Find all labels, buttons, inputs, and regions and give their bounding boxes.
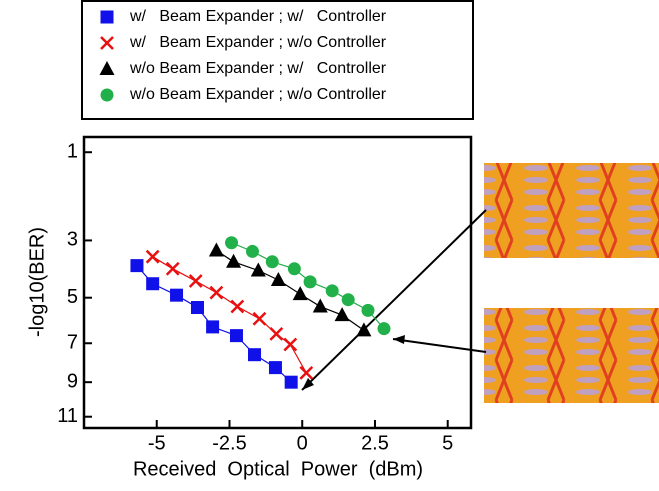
marker — [209, 242, 224, 256]
marker — [230, 329, 243, 342]
series-line — [153, 257, 307, 373]
x-tick-label: -5 — [148, 432, 166, 454]
y-tick-label: 1 — [67, 141, 78, 163]
marker — [251, 263, 266, 277]
marker — [300, 367, 312, 379]
marker — [361, 304, 374, 317]
marker — [285, 376, 298, 389]
marker — [326, 284, 339, 297]
legend-label: w/ Beam Expander ; w/ Controller — [129, 8, 387, 25]
marker — [167, 263, 179, 275]
marker — [246, 245, 259, 258]
y-tick-label: 9 — [67, 370, 78, 392]
marker — [342, 293, 355, 306]
marker — [231, 301, 243, 313]
marker — [304, 275, 317, 288]
legend-marker — [101, 37, 113, 49]
chart: Received Optical Power (dBm) -log10(BER)… — [0, 0, 659, 491]
marker — [226, 254, 241, 268]
marker — [206, 320, 219, 333]
marker — [284, 339, 296, 351]
marker — [377, 322, 390, 335]
marker — [269, 361, 282, 374]
marker — [225, 236, 238, 249]
legend-label: w/o Beam Expander ; w/o Controller — [129, 86, 387, 103]
marker — [170, 289, 183, 302]
marker — [248, 348, 261, 361]
x-tick-label: -2.5 — [212, 432, 246, 454]
y-tick-label: 11 — [57, 405, 78, 427]
eye-diagram-top — [484, 163, 659, 258]
y-axis-label: -log10(BER) — [26, 227, 48, 337]
marker — [335, 307, 350, 321]
marker — [313, 299, 328, 313]
legend-label: w/ Beam Expander ; w/o Controller — [129, 34, 387, 51]
marker — [190, 275, 202, 287]
page: Received Optical Power (dBm) -log10(BER)… — [0, 0, 659, 491]
marker — [130, 259, 143, 272]
marker — [147, 251, 159, 263]
y-tick-label: 5 — [67, 286, 78, 308]
legend-marker — [100, 61, 115, 75]
marker — [266, 255, 279, 268]
marker — [210, 287, 222, 299]
marker — [146, 277, 159, 290]
arrow-head — [393, 335, 405, 344]
y-tick-label: 7 — [67, 332, 78, 354]
legend-label: w/o Beam Expander ; w/ Controller — [129, 60, 387, 77]
marker — [293, 286, 308, 300]
marker — [191, 301, 204, 314]
marker — [253, 313, 265, 325]
marker — [271, 272, 286, 286]
marker — [288, 262, 301, 275]
legend-marker — [101, 89, 114, 102]
x-tick-label: 5 — [442, 432, 453, 454]
y-tick-label: 3 — [67, 229, 78, 251]
x-tick-label: 2.5 — [361, 432, 389, 454]
x-tick-label: 0 — [297, 432, 308, 454]
marker — [270, 328, 282, 340]
arrow — [302, 210, 486, 390]
eye-diagram-bottom — [484, 308, 659, 403]
x-axis-label: Received Optical Power (dBm) — [133, 458, 423, 480]
legend-marker — [101, 11, 114, 24]
